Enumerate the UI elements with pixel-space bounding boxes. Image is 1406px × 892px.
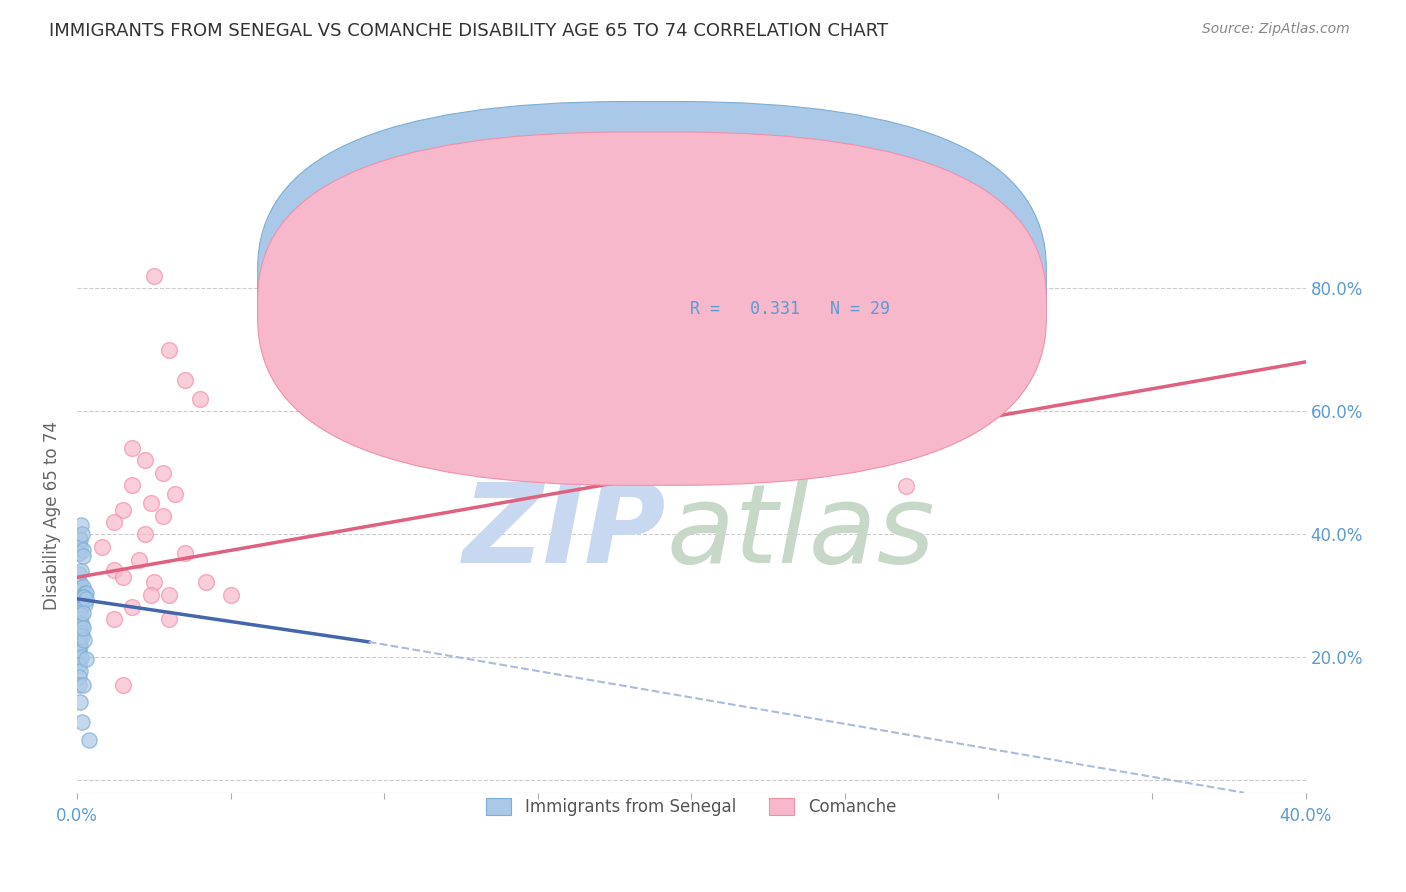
Text: R =   0.331   N = 29: R = 0.331 N = 29 [690, 300, 890, 318]
Point [70, 629, 93, 643]
Point [103, 612, 125, 626]
Point [67, 567, 90, 582]
Point [103, 515, 125, 529]
Point [75, 591, 97, 606]
Point [67, 645, 90, 659]
Point [139, 587, 162, 601]
Point [67, 606, 90, 620]
Point [72, 590, 94, 604]
Point [72, 542, 94, 557]
Point [79, 733, 101, 747]
Point [69, 621, 91, 635]
Point [69, 564, 91, 578]
Point [157, 343, 180, 357]
Point [70, 618, 93, 632]
Point [73, 585, 96, 599]
Point [72, 621, 94, 635]
Text: ZIP: ZIP [463, 479, 666, 586]
Point [73, 598, 96, 612]
Point [69, 595, 91, 609]
Text: atlas: atlas [666, 479, 935, 586]
Point [121, 441, 143, 455]
Point [67, 633, 90, 648]
Point [69, 608, 91, 623]
Point [121, 478, 143, 492]
Point [195, 575, 218, 590]
Point [157, 612, 180, 626]
Point [72, 589, 94, 603]
Point [103, 563, 125, 577]
Point [152, 466, 174, 480]
Point [69, 625, 91, 640]
Point [896, 479, 918, 493]
Point [73, 590, 96, 604]
Point [67, 678, 90, 692]
Point [72, 606, 94, 620]
Point [142, 575, 165, 590]
Point [72, 549, 94, 563]
Point [70, 527, 93, 541]
Point [69, 518, 91, 533]
Point [69, 533, 91, 548]
Point [69, 612, 91, 626]
FancyBboxPatch shape [257, 102, 1046, 455]
Point [142, 268, 165, 283]
Point [128, 553, 150, 567]
Point [134, 527, 156, 541]
Point [73, 633, 96, 648]
Point [157, 587, 180, 601]
Text: R = −0.322   N = 50: R = −0.322 N = 50 [690, 269, 880, 287]
Point [72, 678, 94, 692]
Point [69, 639, 91, 653]
Point [70, 582, 93, 597]
Point [69, 629, 91, 643]
Point [67, 670, 90, 684]
Point [121, 599, 143, 614]
Point [67, 530, 90, 544]
Point [67, 546, 90, 560]
Point [112, 570, 135, 584]
Point [165, 487, 187, 501]
Point [69, 664, 91, 678]
Point [75, 585, 97, 599]
Y-axis label: Disability Age 65 to 74: Disability Age 65 to 74 [44, 421, 60, 610]
Text: Source: ZipAtlas.com: Source: ZipAtlas.com [1202, 22, 1350, 37]
Point [69, 540, 91, 554]
Point [139, 496, 162, 510]
Legend: Immigrants from Senegal, Comanche: Immigrants from Senegal, Comanche [479, 791, 903, 823]
Point [67, 627, 90, 641]
Point [173, 546, 195, 560]
Point [67, 638, 90, 652]
Point [69, 695, 91, 709]
Point [112, 678, 135, 692]
Point [173, 373, 195, 387]
Point [75, 651, 97, 665]
FancyBboxPatch shape [599, 252, 980, 335]
Point [67, 657, 90, 672]
Point [67, 616, 90, 631]
Text: IMMIGRANTS FROM SENEGAL VS COMANCHE DISABILITY AGE 65 TO 74 CORRELATION CHART: IMMIGRANTS FROM SENEGAL VS COMANCHE DISA… [49, 22, 889, 40]
Point [134, 453, 156, 467]
FancyBboxPatch shape [257, 132, 1046, 485]
Point [188, 392, 211, 406]
Point [69, 651, 91, 665]
Point [112, 502, 135, 516]
Point [219, 587, 242, 601]
Point [152, 508, 174, 523]
Point [69, 599, 91, 614]
Point [69, 650, 91, 665]
Point [72, 580, 94, 594]
Point [90, 540, 112, 554]
Point [69, 576, 91, 591]
Point [70, 714, 93, 729]
